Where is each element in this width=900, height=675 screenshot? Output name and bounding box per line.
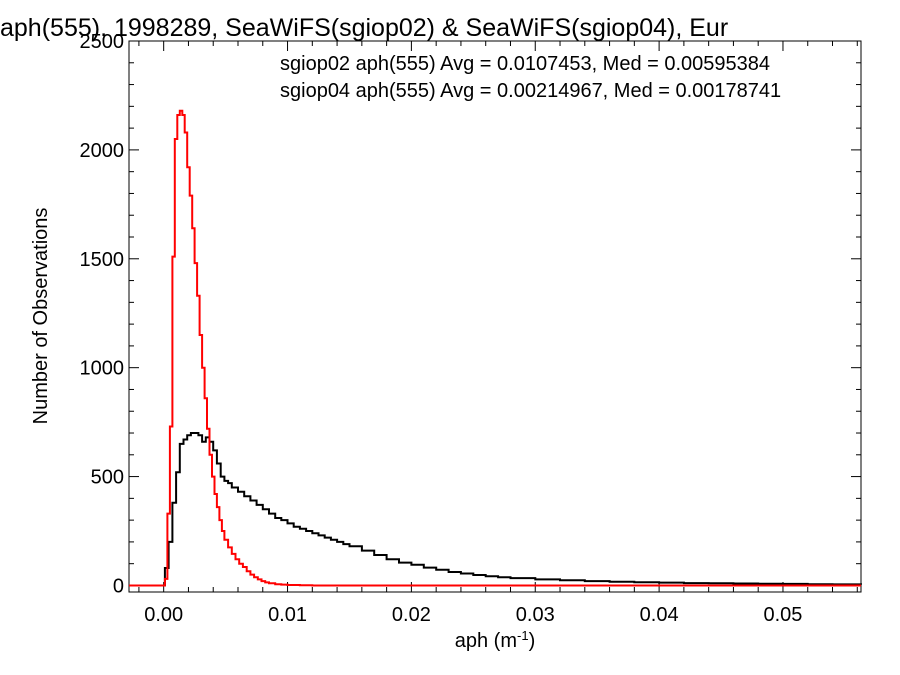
axis-ticks <box>129 40 861 592</box>
x-axis-label-sup: -1 <box>517 628 529 643</box>
x-tick-label: 0.00 <box>144 604 183 626</box>
y-tick-label: 0 <box>113 575 124 597</box>
y-tick-label: 2500 <box>80 31 125 53</box>
x-axis-label: aph (m-1) <box>455 628 535 653</box>
x-tick-label: 0.03 <box>516 604 555 626</box>
y-tick-label: 500 <box>91 467 124 489</box>
y-tick-label: 1500 <box>80 249 125 271</box>
x-tick-labels: 0.00 0.01 0.02 0.03 0.04 0.05 <box>144 604 802 626</box>
data-series <box>129 109 862 587</box>
x-tick-label: 0.05 <box>764 604 803 626</box>
x-tick-label: 0.04 <box>640 604 679 626</box>
series-line-sgiop04 <box>129 109 861 587</box>
series-line-sgiop02 <box>129 432 862 587</box>
x-axis-label-close: ) <box>529 630 536 652</box>
chart-title: aph(555), 1998289, SeaWiFS(sgiop02) & Se… <box>0 14 728 42</box>
plot-border <box>128 40 862 593</box>
y-tick-label: 1000 <box>80 358 125 380</box>
legend: sgiop02 aph(555) Avg = 0.0107453, Med = … <box>280 53 781 102</box>
y-tick-label: 2000 <box>80 140 125 162</box>
y-axis-label: Number of Observations <box>30 208 52 425</box>
legend-entry-sgiop02: sgiop02 aph(555) Avg = 0.0107453, Med = … <box>280 53 770 75</box>
legend-entry-sgiop04: sgiop04 aph(555) Avg = 0.00214967, Med =… <box>280 80 781 102</box>
x-tick-label: 0.02 <box>392 604 431 626</box>
x-axis-label-main: aph (m <box>455 630 517 652</box>
plot-frame <box>128 40 862 593</box>
y-tick-labels: 0 500 1000 1500 2000 2500 <box>80 31 125 597</box>
x-tick-label: 0.01 <box>268 604 307 626</box>
